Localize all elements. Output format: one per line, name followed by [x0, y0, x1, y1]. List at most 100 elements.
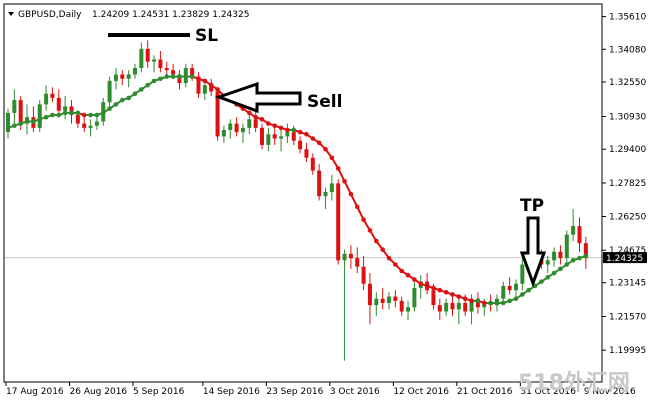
ma-point [507, 298, 512, 304]
candle [374, 292, 379, 316]
candle [412, 281, 417, 312]
ma-segment [350, 193, 359, 208]
candle-body-bear [336, 183, 341, 261]
ma-point [69, 110, 74, 116]
ma-point [462, 296, 468, 302]
ma-point [393, 262, 398, 267]
candle [348, 245, 353, 269]
candle-body-bear [120, 74, 125, 79]
candle [507, 277, 512, 295]
candle-body-bear [450, 302, 455, 310]
ma-point [100, 110, 106, 116]
candle-body-bull [564, 234, 569, 259]
x-tick-label: 9 Nov 2016 [584, 387, 636, 397]
current-price-tag: 1.24325 [603, 252, 647, 264]
candle [139, 42, 144, 73]
candle [120, 70, 125, 86]
candles-layer [6, 40, 588, 361]
ma-point [202, 78, 208, 84]
ma-point [456, 294, 462, 299]
candle-body-bear [18, 100, 23, 124]
ma-point [386, 255, 392, 261]
ma-point [151, 78, 157, 84]
candle [37, 100, 42, 133]
tp-arrow-icon [519, 216, 547, 288]
ma-point [488, 300, 493, 306]
current-price-tag-text: 1.24325 [606, 254, 643, 264]
ma-point [583, 253, 589, 259]
candle-body-bull [323, 191, 328, 197]
ma-point [247, 110, 252, 116]
ma-point [12, 123, 17, 129]
candle [266, 127, 271, 152]
candle-body-bear [215, 91, 220, 137]
candle-body-bull [387, 296, 391, 303]
sl-label: SL [195, 26, 218, 46]
candle [583, 236, 588, 269]
candle [94, 117, 99, 130]
candle-body-bear [361, 266, 366, 284]
candle-body-bear [50, 93, 55, 98]
ma-point [132, 91, 138, 96]
candle-body-bear [196, 76, 201, 94]
candle-body-bear [158, 59, 163, 69]
candle [56, 89, 61, 116]
y-tick-label: 1.30930 [609, 113, 646, 123]
candle [215, 87, 220, 141]
ma-point [113, 102, 119, 107]
candle-body-bear [583, 243, 588, 259]
candle-body-bull [152, 59, 157, 62]
symbol-dropdown-icon[interactable] [8, 12, 14, 16]
ma-point [5, 125, 11, 131]
candle [158, 50, 163, 73]
x-tick-label: 5 Sep 2016 [133, 387, 185, 397]
ma-point [545, 275, 551, 280]
candle-body-bull [469, 298, 474, 312]
ma-point [253, 114, 258, 120]
ma-point [278, 125, 284, 131]
candle-body-bull [44, 93, 49, 105]
ma-point [564, 262, 570, 267]
candle [126, 70, 131, 88]
candle-body-bear [253, 119, 258, 128]
ma-point [424, 283, 430, 289]
candle-body-bear [82, 123, 87, 128]
candle [44, 85, 49, 111]
candle [514, 279, 518, 299]
y-tick-label: 1.35610 [609, 13, 646, 23]
ma-point [412, 277, 417, 282]
candle-body-bull [342, 253, 347, 261]
y-tick-label: 1.34080 [609, 45, 646, 55]
candle-body-bull [94, 121, 99, 126]
candle-body-bear [272, 134, 277, 139]
candle [558, 245, 563, 265]
candle [164, 61, 169, 77]
ma-segment [343, 180, 352, 195]
candle [279, 130, 284, 152]
candle-body-bear [304, 149, 309, 158]
candle [361, 256, 366, 291]
candle-body-bull [329, 183, 334, 192]
y-tick-label: 1.26250 [609, 212, 646, 222]
candle [253, 110, 258, 133]
candle-body-bull [520, 264, 525, 284]
candle [221, 125, 226, 143]
candle-body-bear [463, 302, 468, 312]
ma-point [551, 270, 557, 276]
candle [393, 290, 398, 308]
ma-point [494, 300, 500, 306]
ma-point [348, 191, 354, 197]
ma-point [120, 97, 125, 103]
ma-point [50, 112, 55, 118]
candle [228, 119, 233, 139]
candle [577, 217, 582, 252]
tp-annotation: TP [519, 196, 547, 288]
candle [88, 119, 93, 137]
candle [145, 40, 150, 69]
ma-point [126, 95, 131, 101]
ma-point [539, 279, 544, 284]
x-tick-label: 14 Sep 2016 [203, 387, 260, 397]
y-tick-label: 1.19995 [609, 346, 646, 356]
ma-point [62, 110, 68, 116]
